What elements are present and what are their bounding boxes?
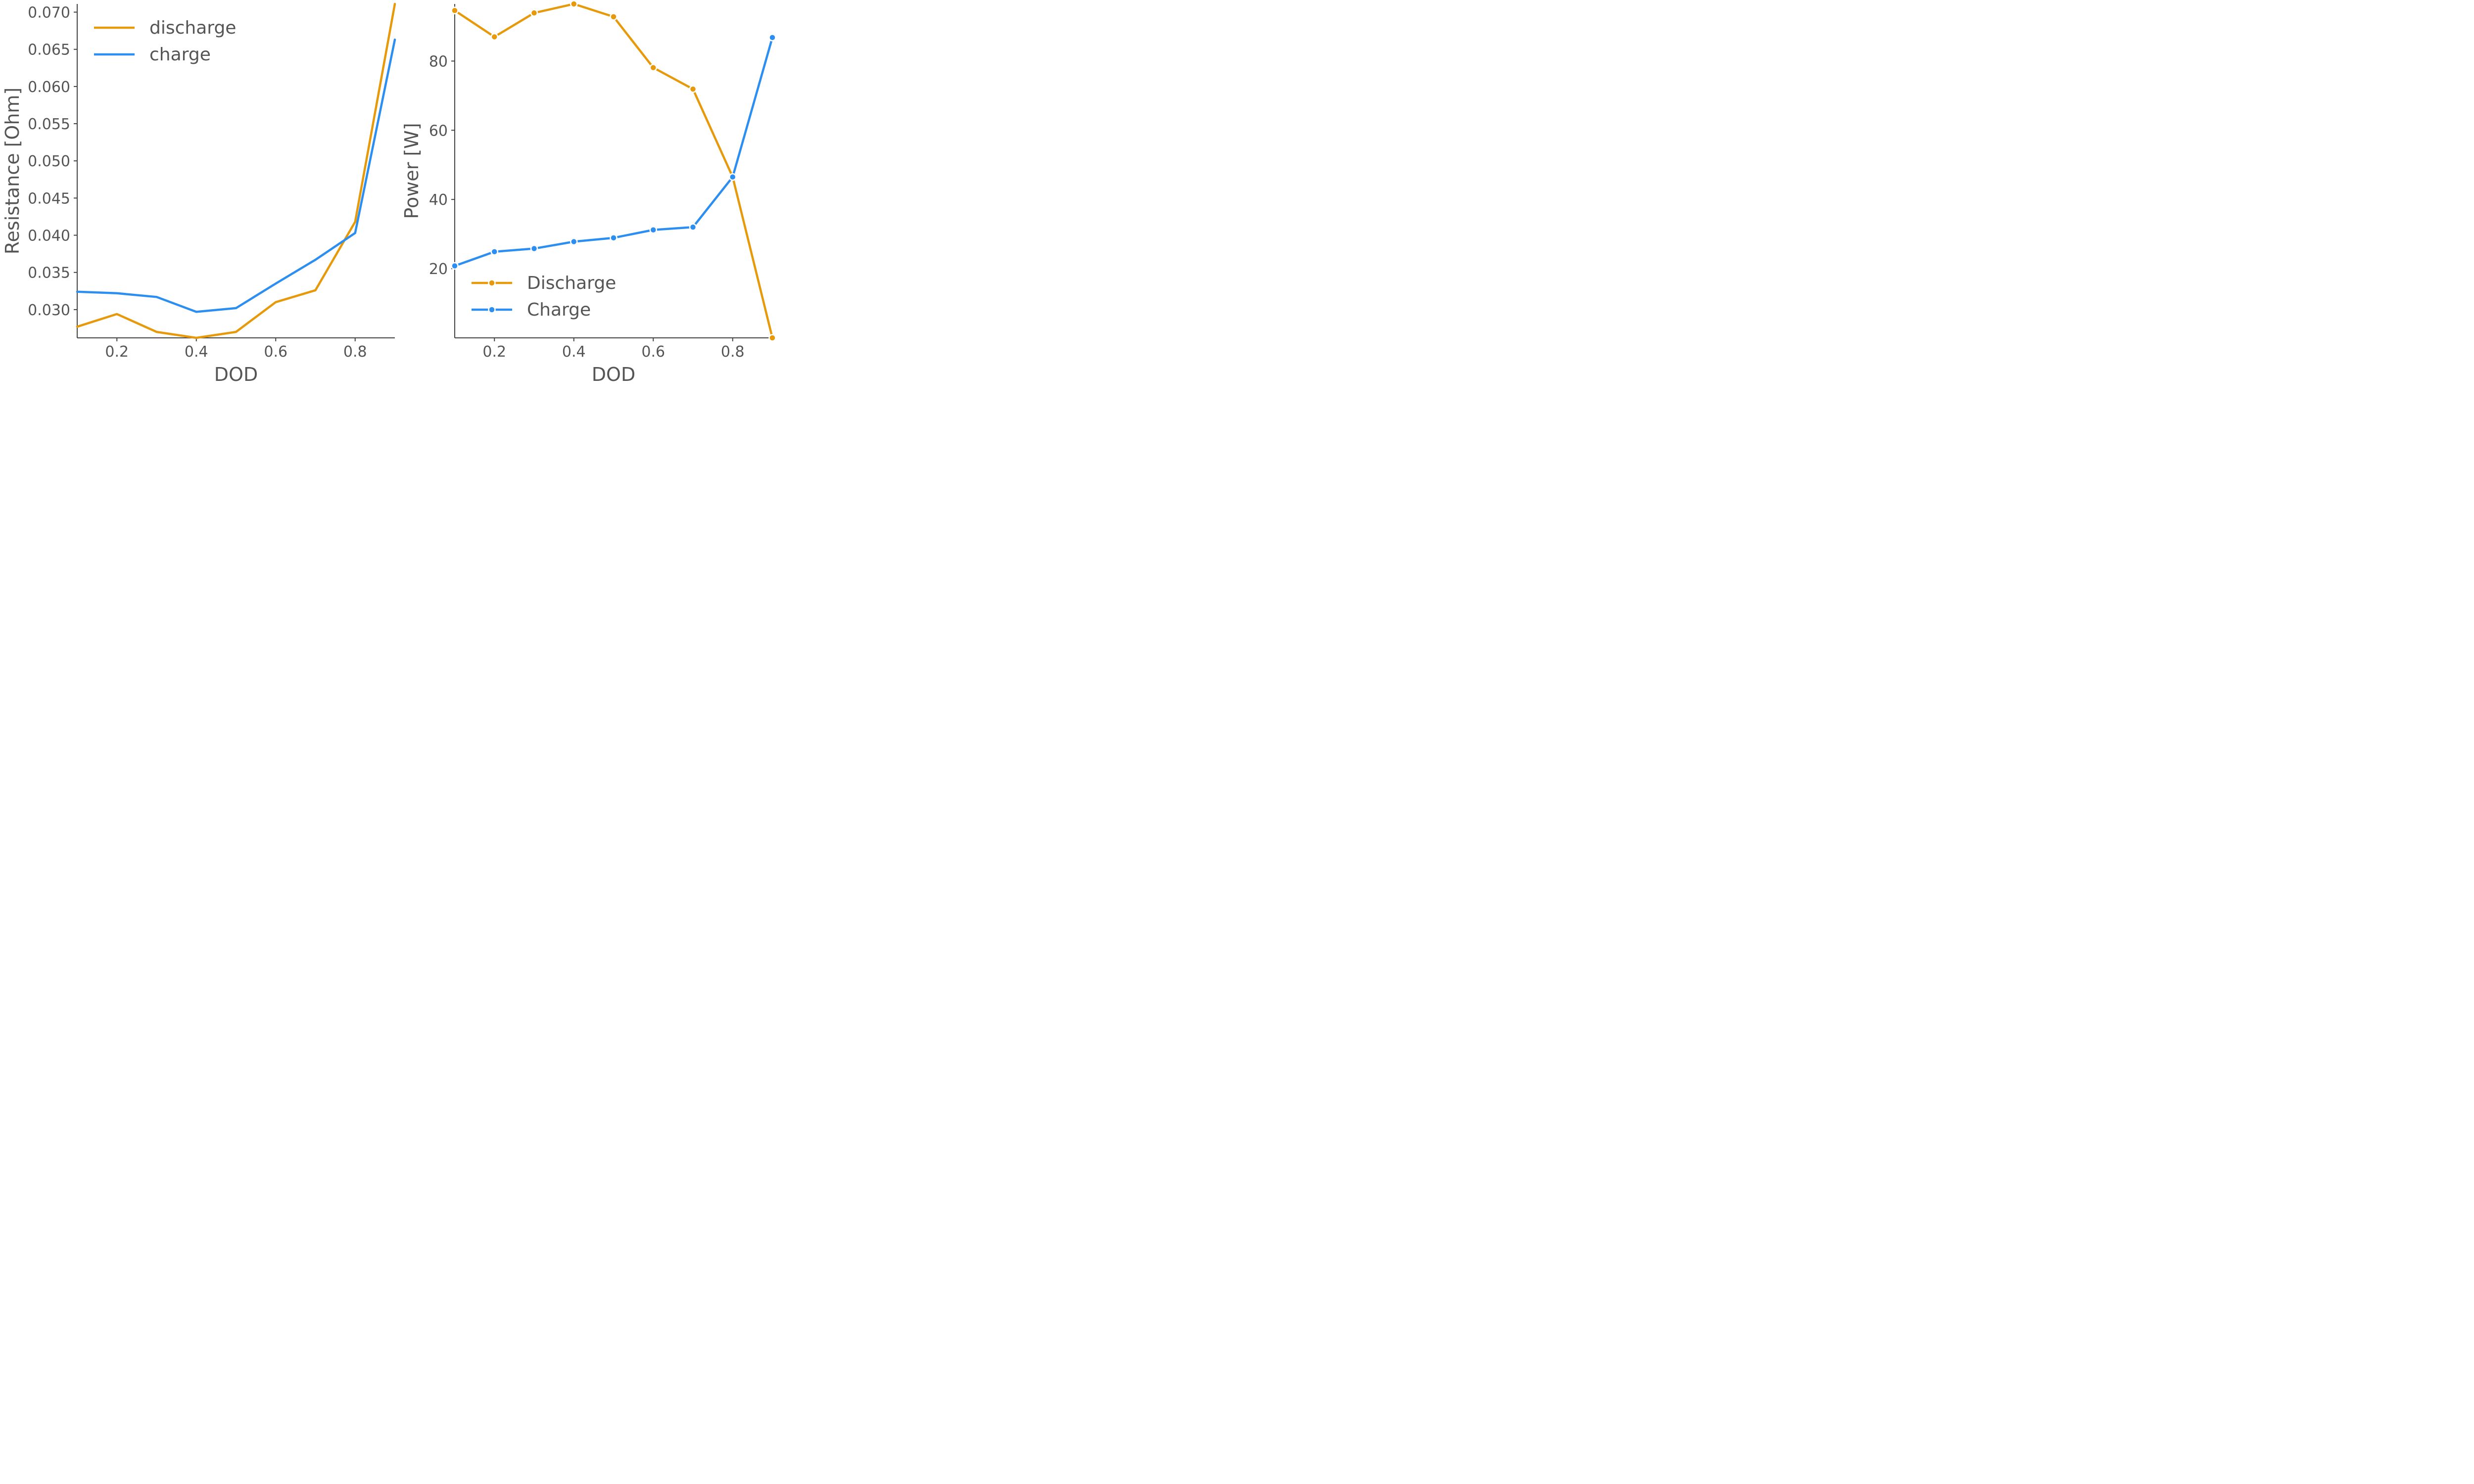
x-tick-label: 0.2	[482, 343, 506, 361]
y-tick-label: 0.060	[28, 79, 70, 96]
data-point-charge	[649, 226, 657, 234]
data-point-discharge	[490, 33, 498, 41]
chart-2: 0.2 0.4 0.6 0.8 20 40 60 80 DOD Power [W] Discharg…	[401, 1, 775, 385]
y-tick-label: 0.065	[28, 42, 70, 59]
legend-label: Discharge	[527, 273, 616, 293]
y-tick-label: 20	[429, 261, 448, 278]
data-point-discharge	[768, 334, 775, 341]
y-tick-label: 60	[429, 122, 448, 139]
legend-marker	[488, 306, 496, 314]
data-point-charge	[729, 173, 737, 181]
y-tick-label: 40	[429, 191, 448, 209]
legend-label: Charge	[527, 300, 591, 320]
y-tick-label: 0.040	[28, 228, 70, 245]
y-tick-label: 0.045	[28, 190, 70, 207]
plot-area	[76, 2, 396, 339]
plot-area	[452, 1, 775, 341]
data-point-charge	[689, 223, 697, 231]
y-tick-label: 0.055	[28, 116, 70, 133]
data-point-discharge	[610, 13, 618, 21]
data-point-charge	[530, 244, 538, 253]
legend: Discharge Charge	[472, 273, 616, 320]
y-axis-label: Resistance [Ohm]	[1, 88, 23, 255]
legend-marker	[488, 279, 496, 287]
y-tick-label: 80	[429, 53, 448, 70]
y-tick-label: 0.030	[28, 302, 70, 319]
y-tick-label: 0.070	[28, 4, 70, 22]
series-line-charge	[453, 36, 774, 267]
y-tick-label: 0.050	[28, 153, 70, 170]
x-tick-label: 0.2	[105, 343, 129, 361]
figure: 0.2 0.4 0.6 0.8 0.030 0.035 0.040 0.045 0.050 0.0…	[1, 1, 775, 385]
data-point-charge	[490, 248, 498, 256]
data-point-charge	[452, 262, 459, 270]
data-point-charge	[768, 34, 775, 42]
data-point-discharge	[689, 85, 697, 93]
x-tick-label: 0.6	[641, 343, 665, 361]
x-tick-label: 0.8	[343, 343, 367, 361]
x-tick-label: 0.6	[264, 343, 287, 361]
data-point-charge	[610, 234, 618, 242]
data-point-discharge	[530, 9, 538, 17]
legend-label: discharge	[149, 18, 236, 38]
series-line-discharge	[76, 2, 396, 339]
x-axis-label: DOD	[214, 364, 258, 385]
legend: discharge charge	[94, 18, 236, 65]
chart-1: 0.2 0.4 0.6 0.8 0.030 0.035 0.040 0.045 0.050 0.0…	[1, 2, 396, 385]
x-axis-label: DOD	[592, 364, 635, 385]
x-tick-label: 0.4	[562, 343, 586, 361]
data-point-discharge	[452, 6, 459, 15]
data-point-charge	[570, 237, 578, 246]
legend-label: charge	[149, 45, 211, 65]
series-line-charge	[76, 38, 396, 313]
y-axis-label: Power [W]	[401, 123, 423, 219]
data-point-discharge	[649, 63, 657, 72]
x-tick-label: 0.8	[721, 343, 745, 361]
x-tick-label: 0.4	[185, 343, 208, 361]
y-tick-label: 0.035	[28, 265, 70, 282]
data-point-discharge	[570, 1, 578, 8]
